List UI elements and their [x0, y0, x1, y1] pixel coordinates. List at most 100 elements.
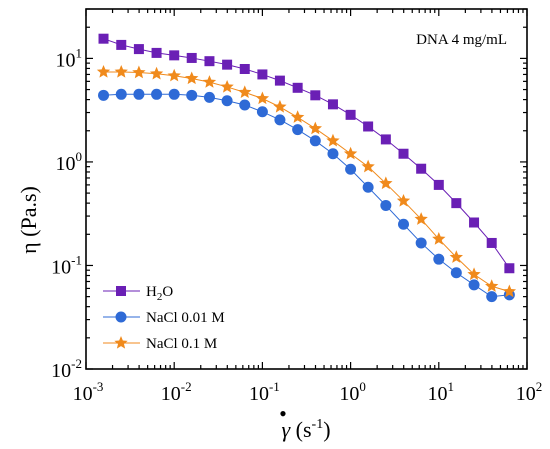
data-point	[116, 39, 127, 50]
x-tick-label: 100	[339, 379, 366, 405]
legend-marker	[114, 336, 128, 349]
data-point	[290, 110, 305, 123]
data-point	[274, 114, 286, 126]
data-point	[327, 99, 338, 110]
data-point	[449, 250, 463, 263]
data-point	[467, 267, 481, 281]
data-point	[343, 146, 358, 160]
legend-entry: NaCl 0.1 M	[103, 336, 217, 352]
data-point	[292, 124, 304, 136]
data-point	[98, 89, 110, 101]
data-point	[222, 59, 233, 70]
data-point	[451, 198, 462, 209]
series-star	[96, 64, 517, 298]
data-point	[486, 237, 497, 248]
y-tick-label: 10-1	[51, 252, 82, 278]
x-axis-label-text: γ (s-1)	[281, 417, 330, 442]
y-tick-label: 100	[56, 149, 83, 175]
data-point	[310, 90, 321, 101]
x-tick-label: 10-3	[73, 379, 104, 405]
data-point	[379, 176, 393, 190]
data-point	[239, 63, 250, 74]
data-point	[133, 88, 145, 100]
data-point	[502, 284, 517, 298]
data-point	[469, 217, 480, 228]
data-point	[114, 64, 128, 78]
data-point	[345, 163, 357, 175]
data-point	[486, 291, 498, 303]
data-point	[433, 253, 445, 265]
data-point	[132, 65, 146, 79]
data-point	[432, 232, 446, 245]
legend-label: NaCl 0.1 M	[146, 336, 217, 352]
chart-annotation: DNA 4 mg/mL	[416, 32, 507, 48]
data-point	[167, 68, 181, 82]
data-point	[433, 179, 444, 190]
x-tick-label: 10-1	[249, 379, 280, 405]
data-point	[186, 89, 198, 101]
x-axis-label: γ (s-1)•	[279, 401, 330, 442]
x-tick-label: 10-2	[161, 379, 192, 405]
legend-label: H2O	[146, 284, 173, 303]
data-point	[308, 121, 322, 135]
y-tick-label: 101	[56, 45, 83, 71]
series-square	[98, 33, 515, 274]
data-point	[274, 75, 285, 86]
data-point	[326, 133, 340, 147]
data-point	[416, 163, 427, 174]
data-point	[345, 109, 356, 120]
data-point	[255, 91, 270, 105]
series-line	[103, 38, 510, 269]
legend-entry: H2O	[103, 284, 173, 303]
data-point	[362, 181, 374, 193]
data-point	[115, 88, 127, 100]
data-point	[168, 88, 180, 100]
data-point	[239, 99, 251, 111]
data-point	[169, 50, 180, 61]
data-point	[363, 121, 374, 132]
data-point	[257, 69, 268, 80]
data-point	[414, 212, 428, 225]
legend-entry: NaCl 0.01 M	[103, 310, 225, 326]
data-point	[468, 279, 480, 291]
legend-label: NaCl 0.01 M	[146, 310, 225, 326]
data-point	[396, 193, 411, 207]
y-tick-label: 10-2	[51, 356, 82, 382]
data-point	[380, 134, 391, 145]
data-point	[203, 91, 215, 103]
x-axis-label-dot: •	[279, 401, 287, 426]
data-point	[361, 159, 375, 173]
data-point	[96, 64, 111, 78]
series-line	[103, 71, 510, 293]
data-point	[220, 79, 234, 93]
data-point	[133, 44, 144, 55]
legend-marker	[115, 311, 127, 323]
data-point	[151, 47, 162, 58]
data-point	[398, 218, 410, 230]
data-point	[398, 148, 409, 159]
data-point	[380, 199, 392, 211]
data-point	[149, 66, 164, 80]
data-point	[204, 56, 215, 67]
data-point	[292, 82, 303, 93]
data-point	[221, 95, 233, 107]
data-point	[273, 99, 287, 113]
data-point	[327, 148, 339, 160]
x-tick-label: 101	[428, 379, 455, 405]
data-point	[504, 263, 515, 274]
data-point	[450, 267, 462, 279]
data-point	[485, 279, 499, 292]
y-axis-label: η (Pa.s)	[16, 186, 41, 254]
data-point	[309, 135, 321, 147]
legend-marker	[116, 286, 126, 296]
x-tick-label: 102	[516, 379, 543, 405]
data-point	[98, 33, 109, 44]
data-point	[415, 237, 427, 249]
plot-frame	[85, 8, 528, 370]
data-point	[151, 88, 163, 100]
data-point	[256, 106, 268, 118]
data-point	[202, 75, 217, 88]
series-circle	[98, 88, 515, 303]
